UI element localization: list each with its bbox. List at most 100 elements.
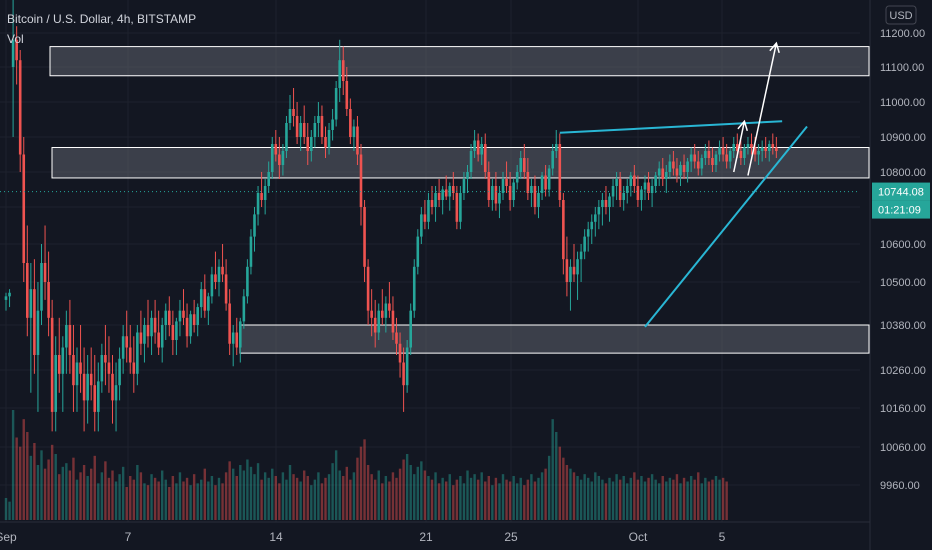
candle-body [423, 214, 427, 222]
volume-bar [342, 476, 345, 520]
arrow-shaft[interactable] [733, 121, 746, 173]
candle-body [65, 325, 68, 348]
countdown-badge [872, 200, 930, 219]
candle-body [572, 266, 576, 275]
candle-body [256, 193, 260, 215]
candle-body [111, 373, 114, 401]
candle-body [494, 186, 498, 204]
volume-bar [157, 481, 160, 520]
candle-body [235, 332, 239, 348]
volume-bar [327, 474, 331, 520]
candle-body [47, 282, 50, 318]
candle-body [583, 236, 586, 252]
candle-body [636, 186, 640, 200]
candle-body [586, 229, 590, 237]
volume-bar [334, 450, 338, 520]
volume-bar [121, 466, 125, 520]
price-tick-label: 11200.00 [880, 28, 925, 40]
volume-bar [668, 477, 672, 520]
candle-body [26, 263, 29, 318]
volume-bar [36, 465, 40, 520]
volume-bar [430, 479, 434, 520]
volume-bar [640, 476, 643, 520]
volume-indicator-label[interactable]: Vol [7, 32, 24, 46]
candle-body [530, 186, 533, 193]
candle-body [608, 196, 611, 207]
candle-body [132, 362, 136, 374]
drawing-tools[interactable] [559, 41, 808, 328]
volume-bar [508, 481, 512, 520]
candle-body [750, 144, 753, 148]
candle-body [136, 332, 139, 374]
volume-bar [114, 481, 118, 520]
volume-bar [271, 468, 274, 520]
candle-body [178, 310, 182, 322]
price-zone-rectangle[interactable] [51, 147, 870, 179]
volume-bar [299, 481, 302, 520]
volume-bar [672, 479, 675, 520]
volume-bar [704, 477, 707, 520]
candle-body [36, 310, 40, 355]
candle-body [736, 144, 739, 151]
volume-bar [540, 472, 544, 520]
candle-body [441, 189, 444, 200]
candle-body [476, 140, 480, 155]
volume-bar [501, 474, 505, 520]
candle-body [402, 362, 405, 386]
candle-body [707, 151, 711, 158]
volume-bar [313, 479, 317, 520]
time-tick-label: Oct [629, 530, 648, 544]
candle-body [320, 116, 324, 137]
candle-body [107, 362, 111, 374]
volume-bar [203, 468, 206, 520]
candle-body [420, 214, 423, 237]
candle-body [224, 274, 228, 304]
volume-bar [239, 465, 242, 520]
candle-body [633, 175, 636, 186]
volume-bar [711, 479, 714, 520]
candle-body [384, 303, 388, 318]
price-zone-rectangle[interactable] [49, 46, 870, 77]
arrow-shaft[interactable] [747, 43, 778, 176]
volume-bar [274, 476, 277, 520]
volume-bar [494, 477, 498, 520]
candle-body [68, 325, 72, 355]
candle-body [125, 336, 128, 348]
candle-body [22, 154, 26, 263]
candle-body [689, 154, 693, 162]
volume-bar [562, 457, 565, 520]
volume-bar [352, 472, 356, 520]
volume-bar [320, 483, 324, 520]
candle-body [665, 172, 668, 179]
candle-body [324, 137, 327, 148]
countdown-label: 01:21:09 [878, 205, 921, 217]
time-axis[interactable]: Sep 7 14 21 25 Oct 5 [0, 521, 870, 544]
volume-bar [480, 472, 483, 520]
price-zone-rectangle[interactable] [239, 324, 870, 354]
candle-body [711, 158, 714, 165]
volume-bar [416, 466, 419, 520]
candle-body [714, 154, 718, 165]
volume-bar [118, 474, 121, 520]
candle-body [118, 358, 121, 386]
currency-button[interactable] [885, 5, 917, 25]
volume-bar [654, 479, 657, 520]
volume-bar [232, 468, 235, 520]
volume-bar [182, 481, 185, 520]
price-tick-label: 10160.00 [880, 403, 926, 415]
candle-body [171, 325, 175, 340]
candle-body [164, 310, 168, 325]
symbol-title[interactable]: Bitcoin / U.S. Dollar, 4h, BITSTAMP [7, 12, 197, 26]
volume-bar [384, 476, 388, 520]
price-axis[interactable]: USD 11200.00 11100.00 11000.00 10900.00 10800… [869, 0, 926, 550]
volume-bar [107, 477, 111, 520]
candle-body [310, 137, 313, 151]
volume-bar [437, 483, 441, 520]
price-zones[interactable] [49, 46, 870, 354]
trendline[interactable] [644, 125, 808, 328]
volume-bar [622, 476, 625, 520]
volume-bar [246, 459, 249, 520]
volume-bar [697, 472, 700, 520]
candle-body [416, 236, 420, 267]
